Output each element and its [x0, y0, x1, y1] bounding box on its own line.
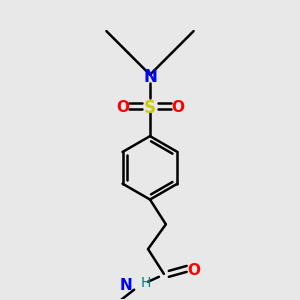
Text: N: N	[119, 278, 132, 293]
Text: O: O	[187, 263, 200, 278]
Text: H: H	[141, 276, 152, 290]
Text: N: N	[143, 68, 157, 86]
Text: S: S	[144, 99, 156, 117]
Text: O: O	[116, 100, 129, 116]
Text: O: O	[171, 100, 184, 116]
